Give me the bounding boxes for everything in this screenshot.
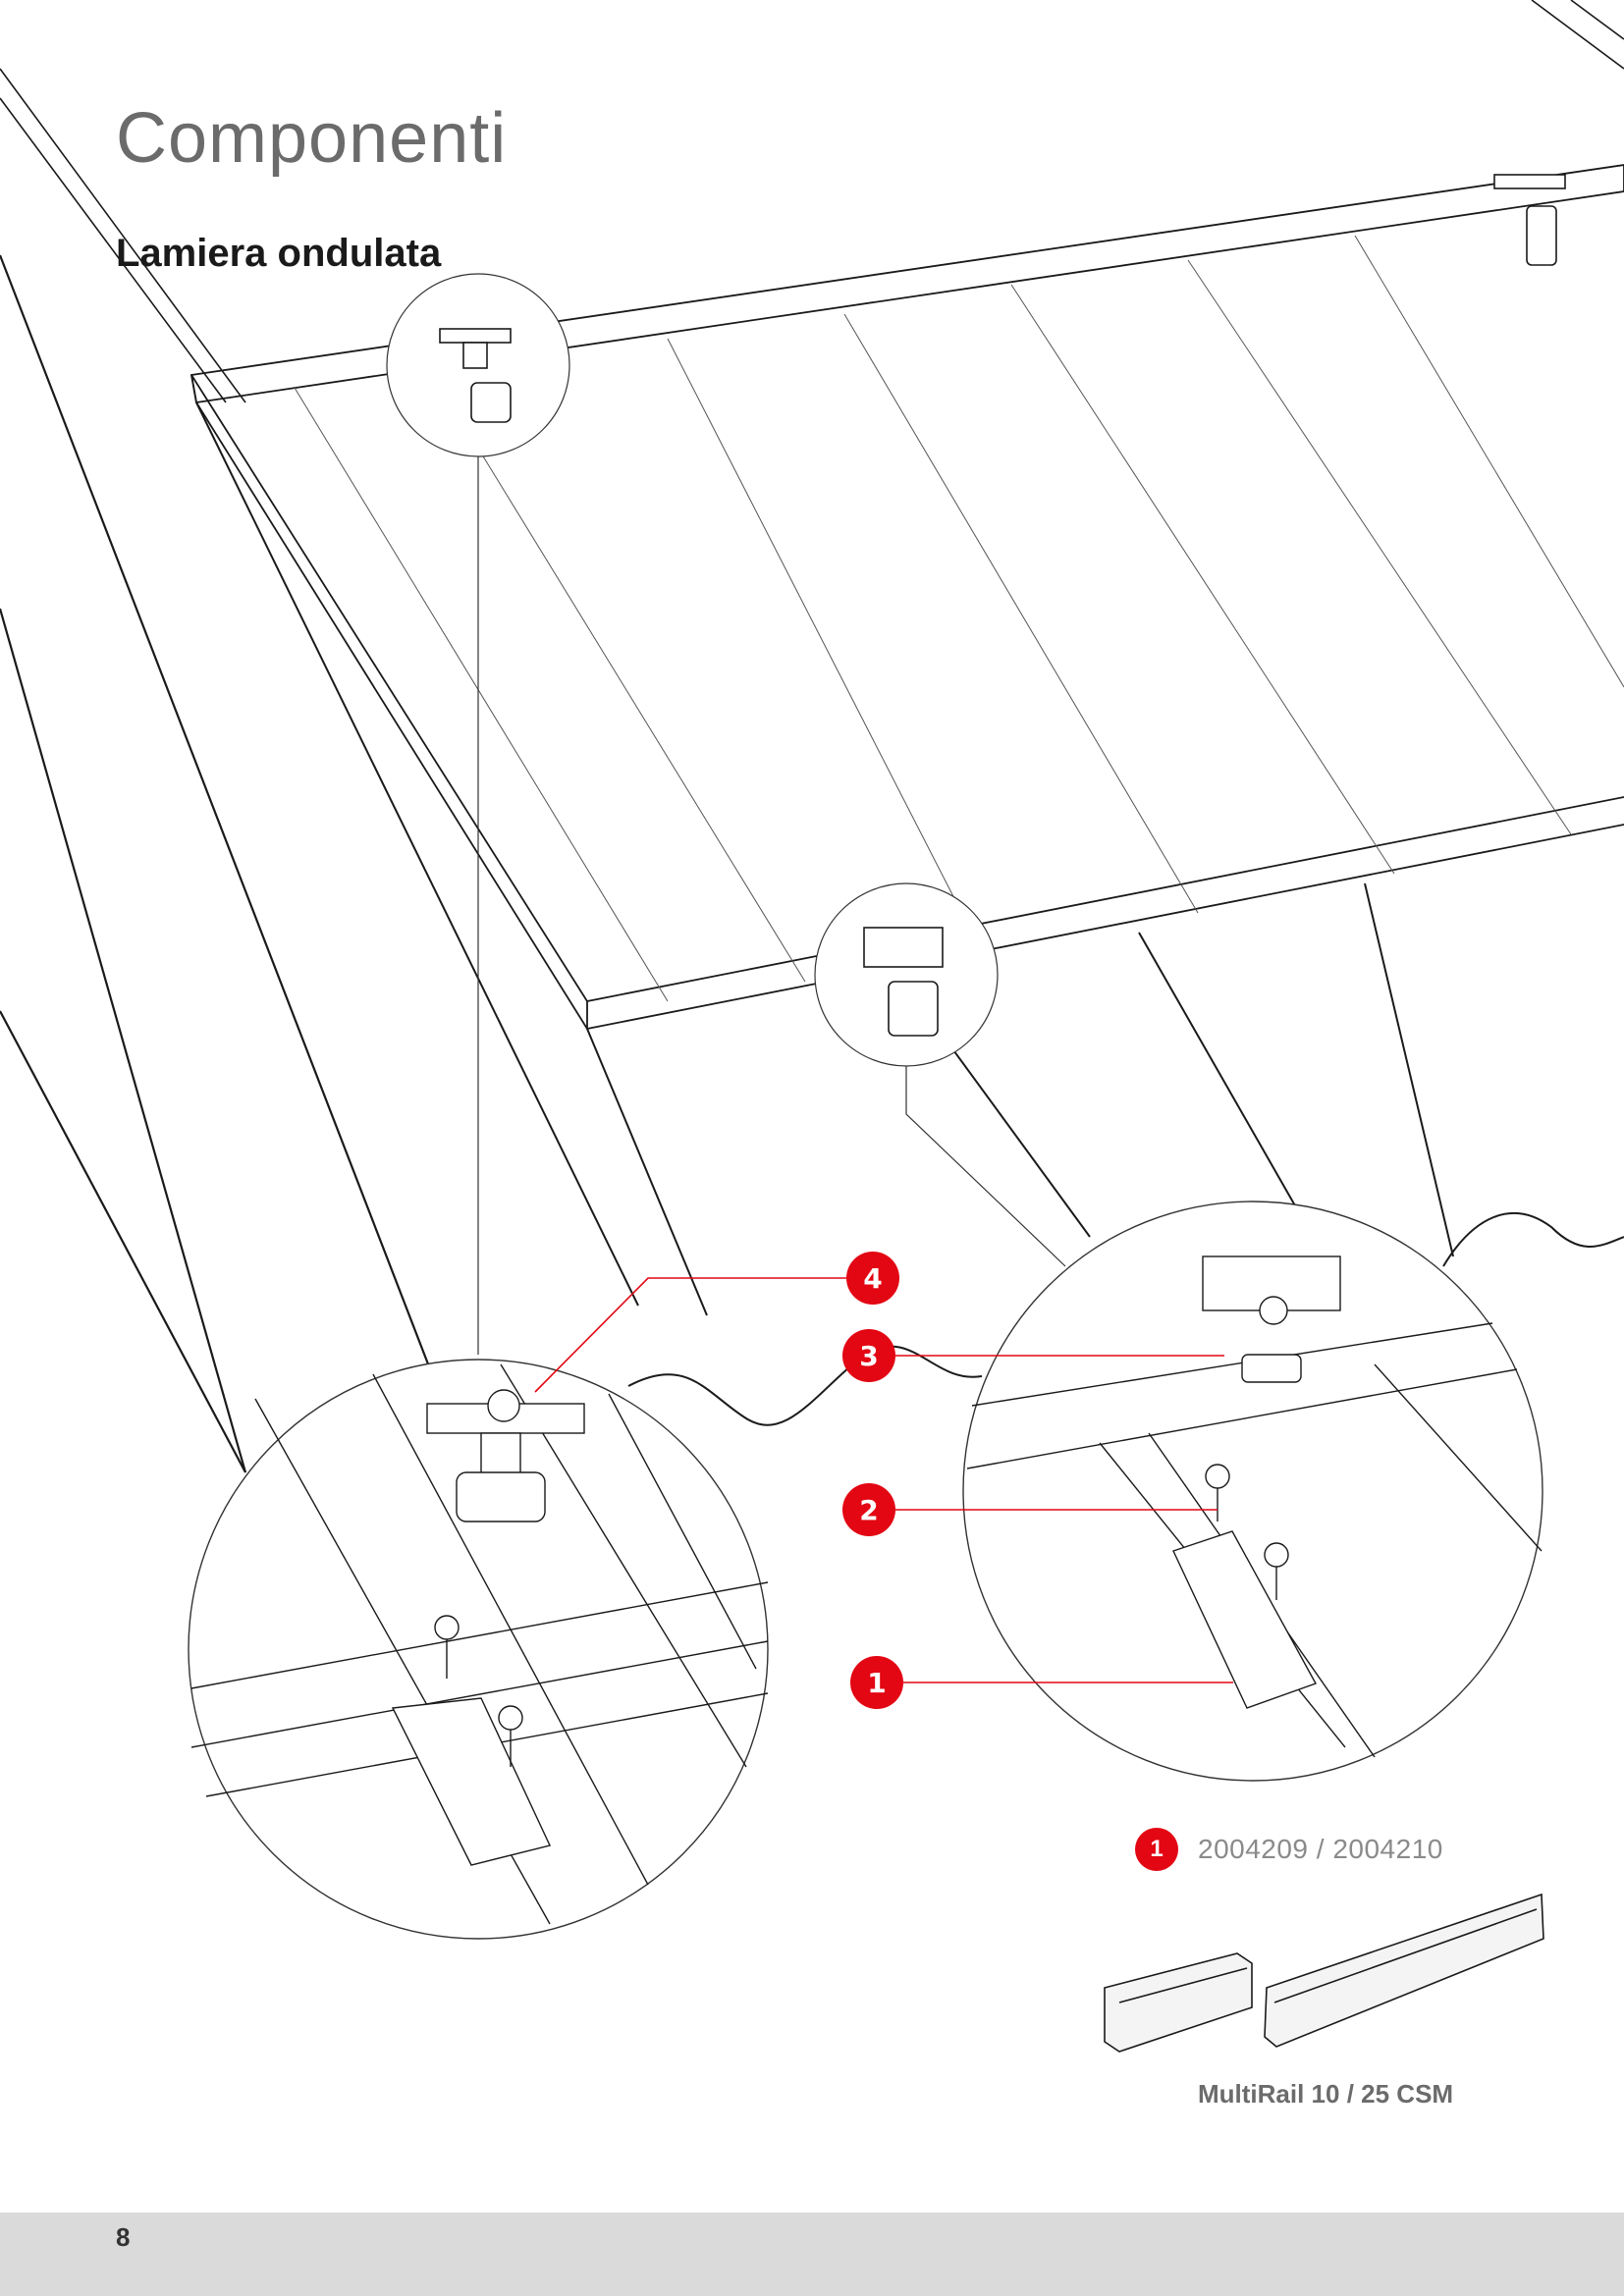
page-number: 8 [116,2222,131,2252]
left-detail-content [190,1363,769,1925]
roof-outline [0,0,1624,1473]
page-title: Componenti [116,99,508,178]
part-codes: 2004209 / 2004210 [1198,1834,1443,1864]
callout-leader-lines [534,1277,1233,1683]
product-name: MultiRail 10 / 25 CSM [1198,2079,1454,2109]
callout-badge-1: 1 [850,1656,903,1709]
callout-badge-3: 3 [842,1329,895,1382]
multirail-illustration [1104,1893,1544,2053]
detail-circles-large [188,1201,1543,1940]
detail-connectors [477,456,1066,1355]
page-subtitle: Lamiera ondulata [116,232,442,275]
callout-badge-4: 4 [846,1252,899,1305]
roof-corrugations [195,401,1624,1426]
part-number-badge: 1 [1135,1828,1178,1871]
right-detail-content [966,1255,1543,1758]
page-footer [0,2213,1624,2296]
callout-badge-2: 2 [842,1483,895,1536]
solar-panel [189,164,1624,1033]
clamp-sketches-small [439,174,1566,1037]
